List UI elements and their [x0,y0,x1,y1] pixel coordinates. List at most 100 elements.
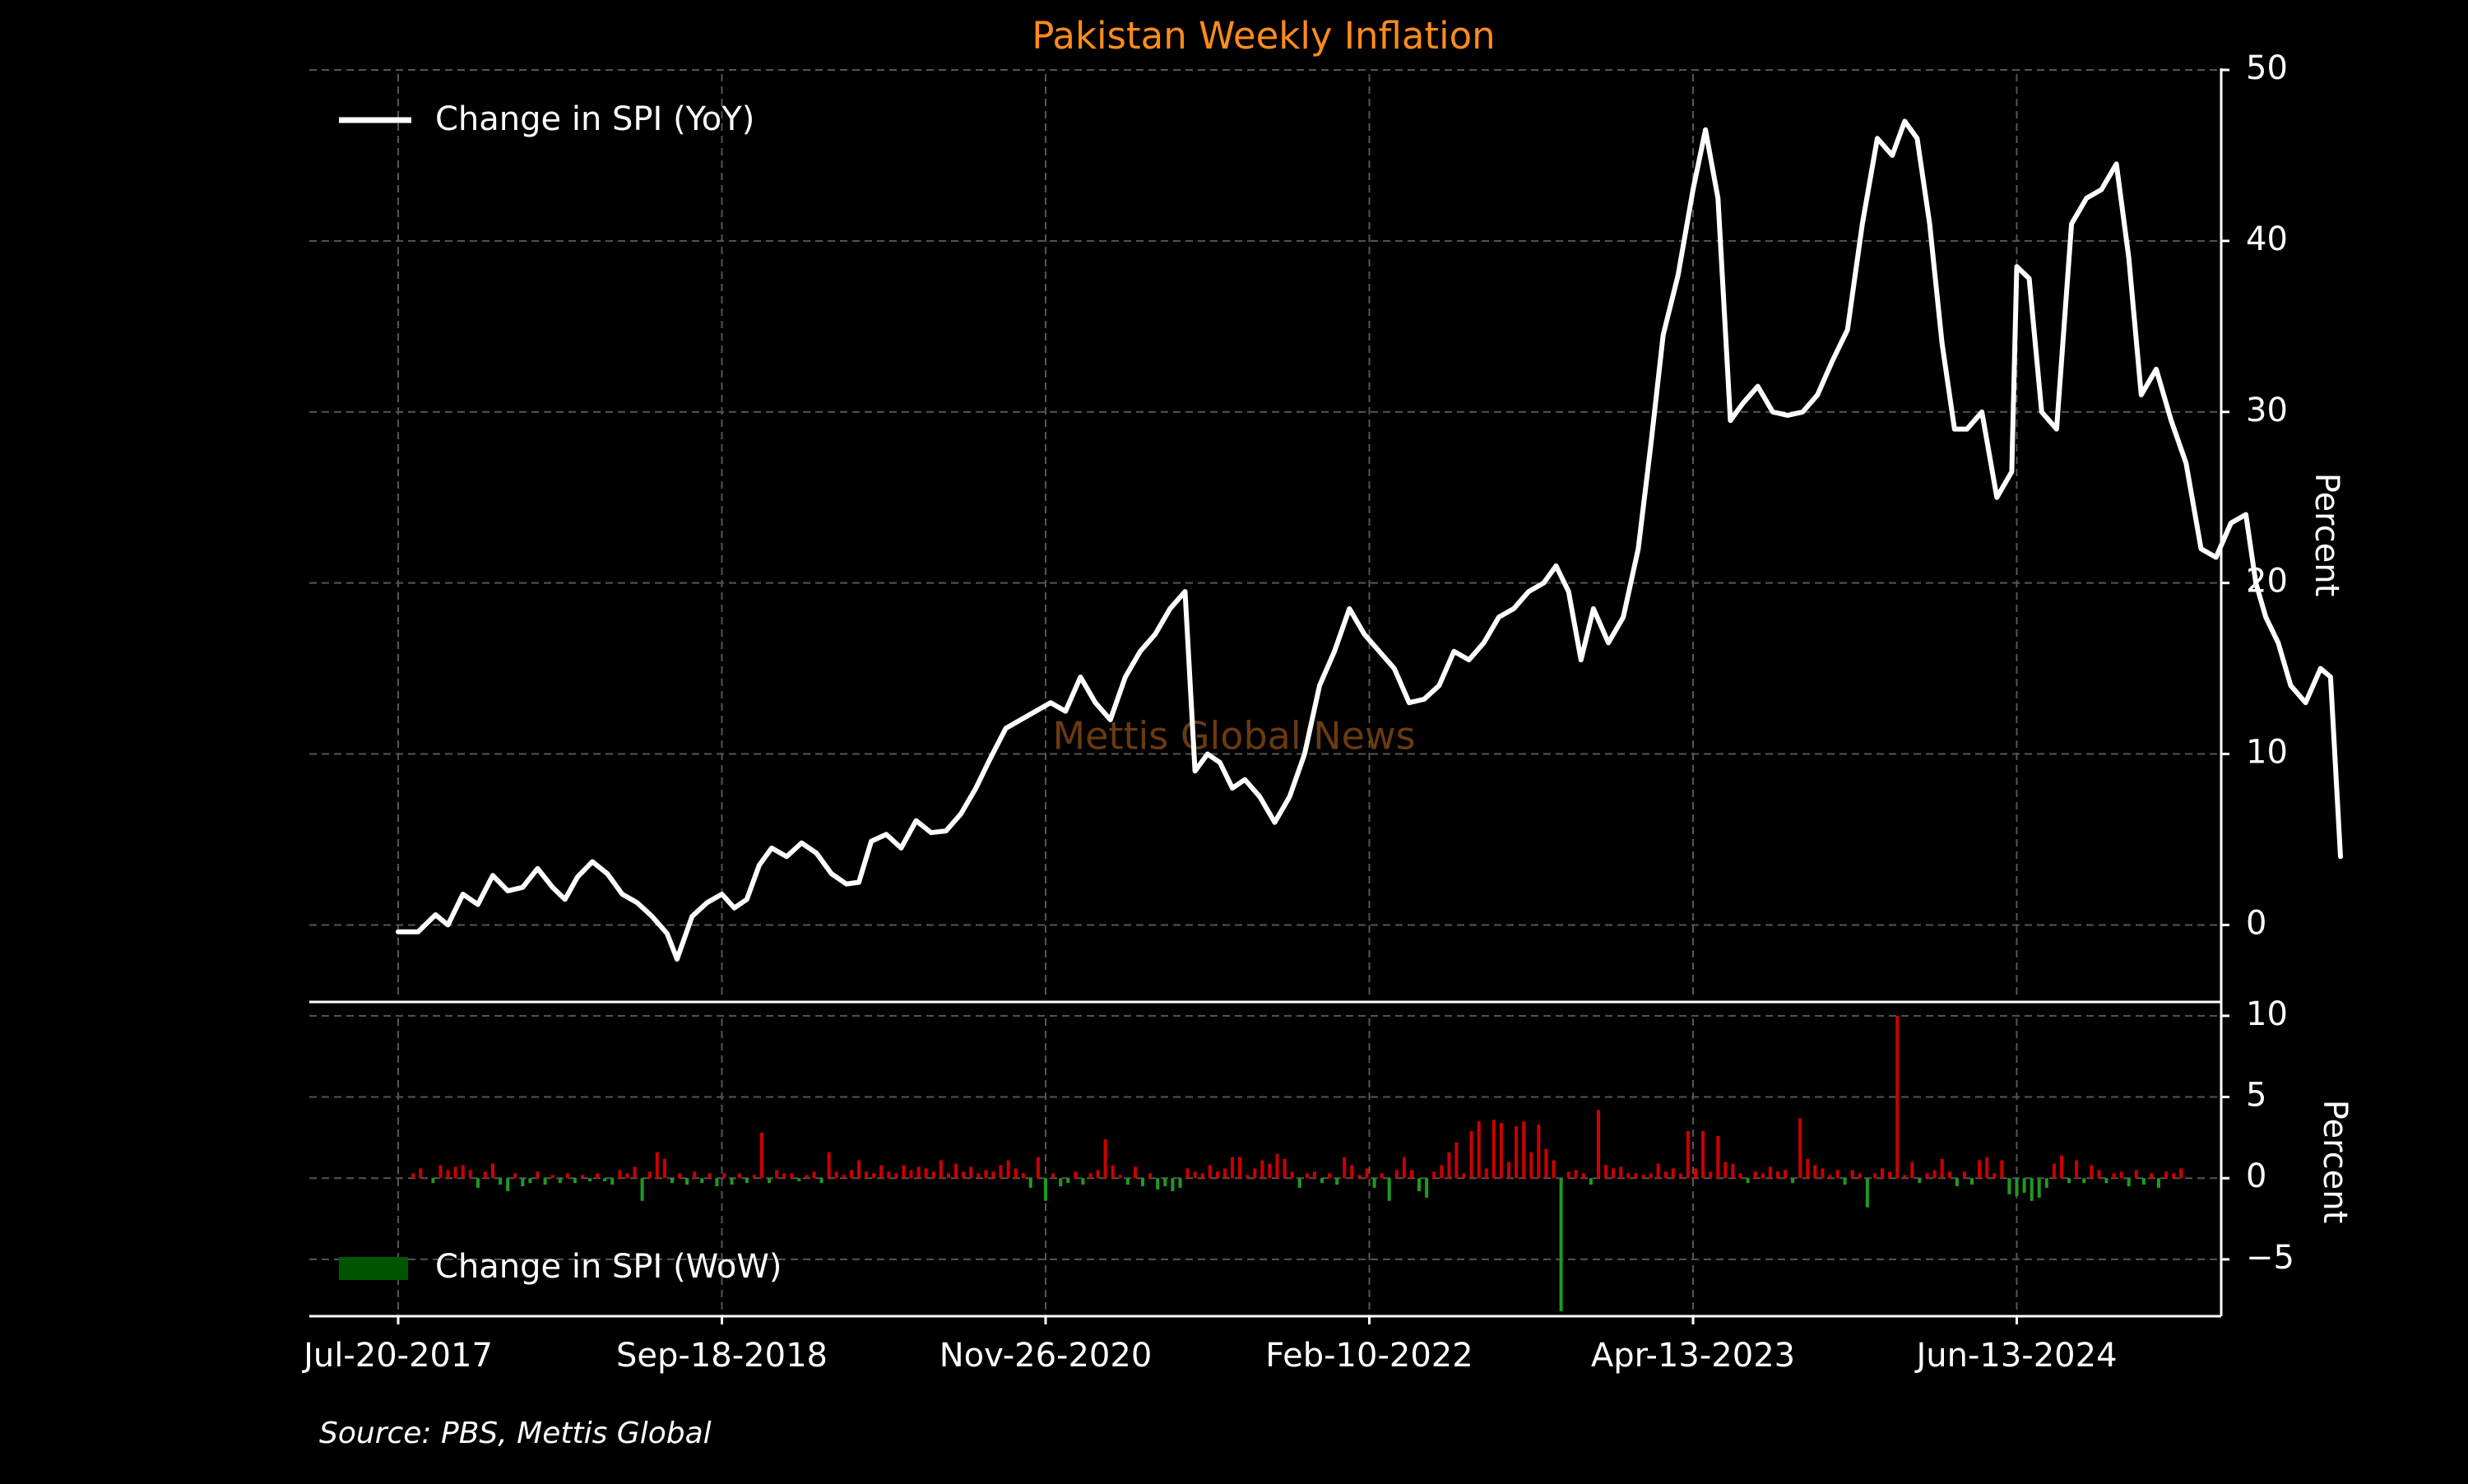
wow-bar [2067,1178,2071,1184]
wow-bar [722,1173,726,1179]
wow-bar [1178,1178,1182,1188]
y-tick-label-top: 10 [2246,734,2288,772]
wow-bar [737,1173,741,1179]
wow-bar [827,1152,831,1179]
wow-bar [2134,1170,2138,1179]
wow-bar [468,1170,472,1179]
wow-bar [2030,1178,2034,1201]
wow-bar [1320,1178,1324,1184]
wow-bar [1200,1173,1204,1179]
wow-bar [790,1173,794,1179]
wow-bar [939,1160,943,1179]
wow-bar [1865,1178,1869,1208]
wow-bar [2164,1171,2169,1179]
wow-bar [1021,1173,1025,1179]
wow-bar [1581,1173,1585,1179]
wow-bar [1231,1157,1234,1179]
wow-bar [1671,1168,1675,1179]
wow-bar [1544,1148,1548,1179]
wow-bar [1985,1157,1989,1179]
wow-bar [1074,1171,1078,1179]
wow-bar [962,1171,966,1179]
wow-bar [1604,1165,1608,1179]
wow-bar [1709,1171,1713,1179]
wow-bar [1694,1168,1697,1179]
wow-bar [1723,1162,1728,1179]
wow-bar [1365,1168,1369,1179]
x-tick-label: Sep-18-2018 [616,1337,828,1375]
wow-bar [1469,1131,1473,1179]
wow-bar [1051,1173,1055,1179]
wow-bar [1947,1171,1951,1179]
wow-bar [1066,1178,1070,1184]
wow-bar [1858,1173,1862,1179]
wow-bar [1955,1178,1959,1187]
wow-bar [2000,1160,2004,1179]
wow-bar [1701,1131,1705,1179]
wow-bar [1238,1157,1242,1179]
wow-bar [1425,1178,1429,1198]
wow-bar [603,1178,607,1182]
wow-bar [1775,1171,1779,1179]
wow-bar [1283,1158,1287,1179]
wow-bar [1761,1173,1765,1179]
wow-bar [1992,1173,1997,1179]
wow-bar [707,1173,712,1179]
wow-bar [411,1173,415,1179]
wow-bar [1791,1178,1795,1184]
wow-bar-series [411,1015,2183,1311]
wow-bar [909,1170,913,1179]
wow-bar [1141,1178,1144,1187]
y-tick-label-top: 50 [2246,49,2288,87]
wow-bar [483,1171,487,1179]
wow-bar [536,1171,540,1179]
y-tick-label-top: 30 [2246,392,2288,429]
wow-bar [1828,1175,1832,1179]
wow-bar [2150,1173,2153,1179]
wow-bar [1477,1121,1481,1179]
wow-bar [1656,1163,1660,1179]
wow-bar [1454,1142,1459,1179]
wow-bar [954,1163,958,1179]
wow-bar [2007,1178,2011,1194]
wow-bar [1678,1173,1682,1179]
legend-label-wow: Change in SPI (WoW) [435,1248,782,1286]
wow-bar [1163,1178,1167,1187]
source-note: Source: PBS, Mettis Global [319,1417,712,1450]
wow-bar [842,1175,846,1179]
wow-bar [1305,1173,1309,1179]
wow-bar [1716,1135,1720,1179]
wow-bar [1462,1173,1466,1179]
wow-bar [1432,1171,1436,1179]
wow-bar [1440,1165,1444,1179]
wow-bar [1821,1168,1825,1179]
wow-bar [1753,1171,1757,1179]
wow-bar [1559,1178,1563,1311]
wow-bar [759,1133,763,1179]
y-tick-label-bottom: 5 [2246,1077,2266,1115]
wow-bar [1059,1178,1063,1187]
wow-bar [476,1178,480,1188]
wow-bar [768,1178,771,1184]
wow-bar [894,1173,898,1179]
wow-bar [1208,1165,1212,1179]
x-tick-label: Feb-10-2022 [1265,1337,1473,1375]
wow-bar [2052,1163,2056,1179]
wow-bar [1260,1160,1264,1179]
wow-bar [797,1178,801,1182]
wow-bar [2090,1165,2094,1179]
wow-bar [446,1170,450,1179]
wow-bar [1798,1118,1802,1179]
wow-bar [1484,1168,1488,1179]
wow-bar [1574,1170,1578,1179]
wow-bar [1380,1173,1384,1179]
wow-bar [2060,1155,2063,1179]
wow-bar [528,1178,532,1184]
wow-bar [1768,1166,1772,1179]
wow-bar [819,1178,823,1184]
x-tick-label: Jul-20-2017 [301,1337,493,1375]
wow-bar [1103,1139,1107,1179]
wow-bar [1619,1166,1623,1179]
y-tick-label-bottom: 0 [2246,1157,2266,1195]
wow-bar [1312,1171,1316,1179]
